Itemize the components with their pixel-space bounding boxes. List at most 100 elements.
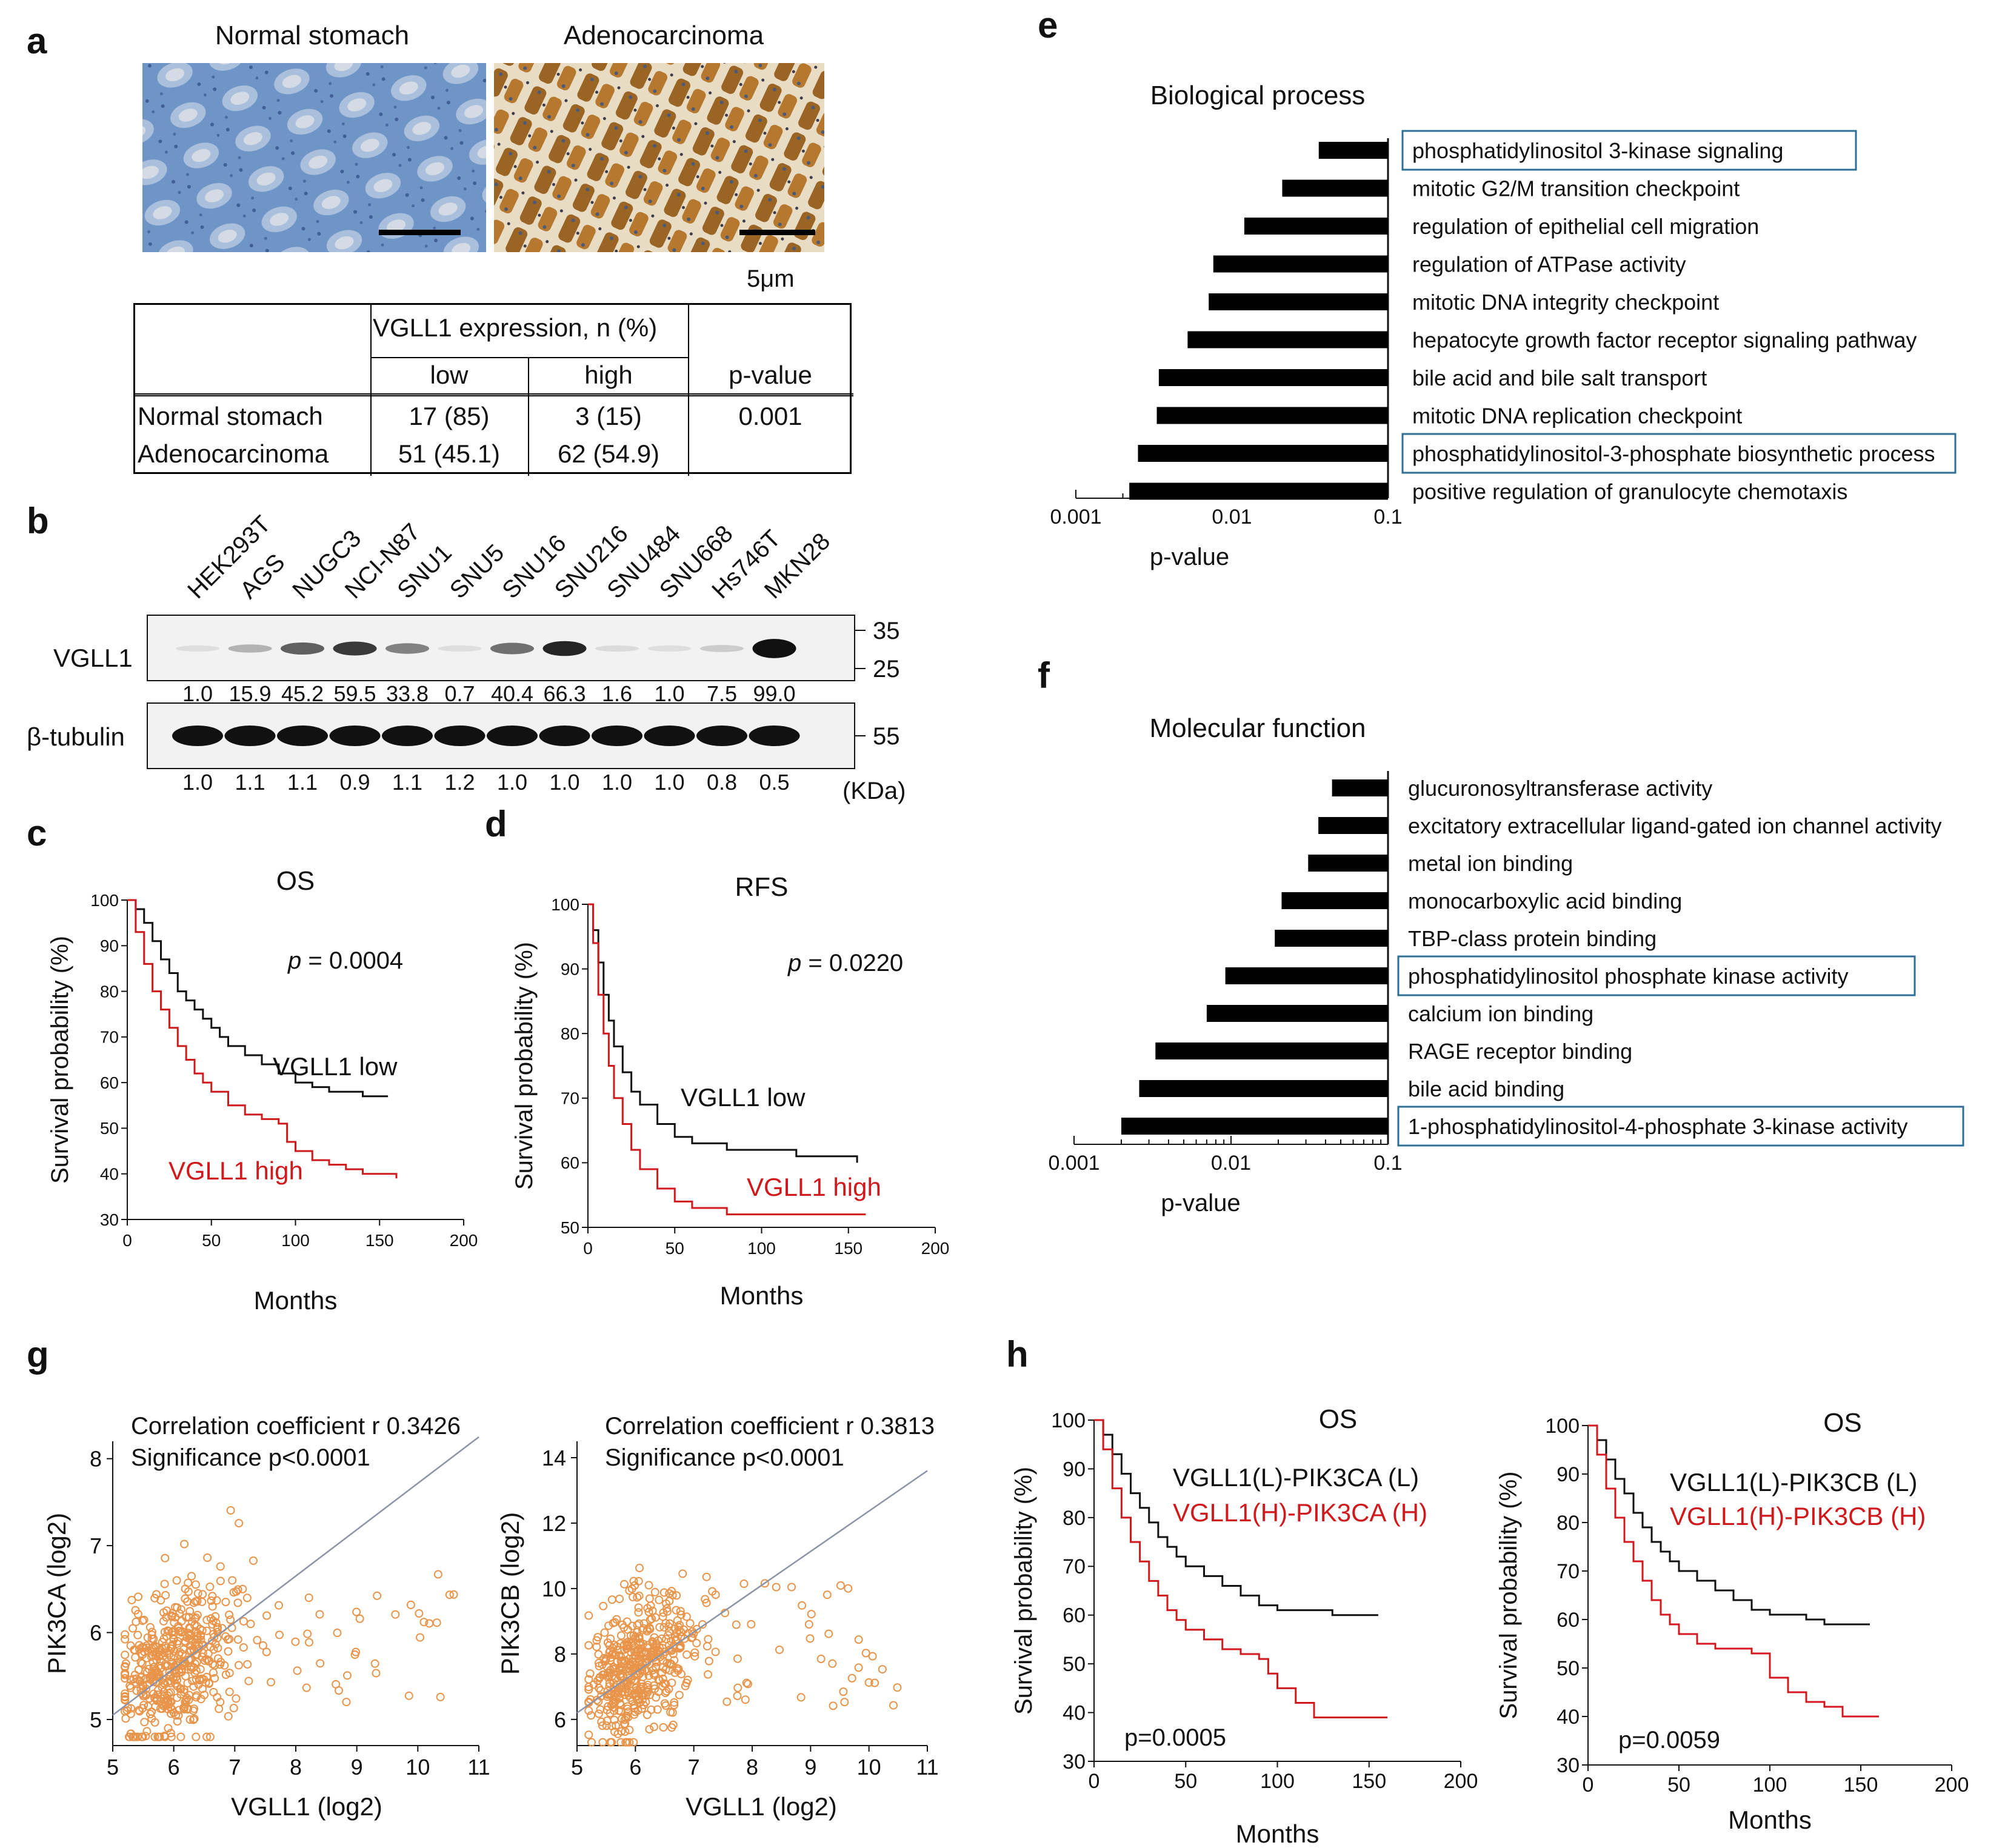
scatter-point	[316, 1659, 325, 1668]
scatter-point	[760, 1579, 769, 1588]
scatter-point	[229, 1704, 238, 1713]
scatter-point	[333, 1629, 342, 1638]
scatter-point	[181, 1672, 190, 1681]
scatter-point	[604, 1702, 613, 1711]
scatter-point	[155, 1646, 164, 1655]
bar-category-label: bile acid and bile salt transport	[1412, 365, 1707, 390]
tubulin-band	[434, 726, 485, 746]
scatter-point	[742, 1678, 751, 1687]
scatter-point	[732, 1620, 741, 1629]
normal-stomach-ihc-image	[142, 63, 486, 252]
scatter-point	[840, 1698, 849, 1707]
scatter-point	[125, 1732, 134, 1741]
mw-marker-label: 35	[873, 618, 900, 644]
scatter-point	[293, 1666, 302, 1675]
scatter-point	[224, 1712, 233, 1721]
scatter-point	[185, 1647, 194, 1656]
scatter-point	[625, 1726, 634, 1735]
scatter-point	[173, 1693, 182, 1702]
bar	[1138, 445, 1388, 462]
scatter-point	[184, 1578, 193, 1587]
scatter-point	[391, 1610, 400, 1619]
mw-unit-label: (KDa)	[843, 778, 906, 804]
scatter-point	[639, 1640, 648, 1649]
tubulin-band	[172, 726, 223, 746]
scatter-point	[159, 1692, 169, 1701]
scatter-point	[828, 1659, 837, 1668]
x-tick-label: 10	[857, 1755, 881, 1780]
scatter-point	[632, 1676, 641, 1686]
survival-curve-high	[1588, 1424, 1879, 1718]
legend-series-high: VGLL1(H)-PIK3CA (H)	[1173, 1498, 1427, 1527]
y-tick-label: 100	[1051, 1409, 1086, 1432]
scatter-point	[145, 1623, 155, 1632]
scatter-point	[208, 1592, 217, 1601]
scatter-point	[822, 1590, 832, 1599]
scatter-point	[634, 1603, 643, 1612]
vgll1-quant-value: 15.9	[229, 681, 271, 706]
scatter-point	[183, 1679, 192, 1688]
scatter-point	[162, 1606, 172, 1615]
scatter-point	[166, 1653, 175, 1662]
scatter-point	[615, 1694, 624, 1703]
y-tick-label: 60	[100, 1073, 119, 1092]
table-cell: 3 (15)	[575, 402, 642, 430]
bar-category-label: regulation of ATPase activity	[1412, 252, 1686, 277]
cell-line-label: SNU5	[445, 539, 510, 604]
bar-category-label: phosphatidylinositol phosphate kinase ac…	[1408, 964, 1848, 989]
bar	[1244, 218, 1388, 235]
scatter-point	[134, 1592, 143, 1601]
scatter-point	[228, 1576, 237, 1585]
scatter-point	[193, 1597, 202, 1606]
p-value-annotation: p = 0.0004	[287, 947, 403, 974]
scatter-point	[616, 1631, 626, 1640]
scatter-point	[155, 1732, 164, 1741]
legend-vgll1-high: VGLL1 high	[169, 1156, 303, 1185]
scatter-point	[642, 1683, 652, 1692]
scatter-point	[645, 1594, 654, 1603]
scatter-point	[121, 1689, 130, 1698]
scatter-point	[133, 1630, 142, 1640]
x-tick-label: 100	[747, 1239, 776, 1258]
scatter-point	[893, 1683, 902, 1692]
scatter-point	[208, 1602, 217, 1611]
scatter-point	[614, 1651, 623, 1660]
y-axis-label: Survival probability (%)	[511, 942, 538, 1190]
scatter-point	[675, 1690, 684, 1700]
scatter-point	[667, 1636, 676, 1646]
bar-category-label: phosphatidylinositol 3-kinase signaling	[1412, 138, 1783, 163]
y-tick-label: 50	[1063, 1653, 1086, 1676]
tubulin-band	[382, 726, 433, 746]
scatter-point	[584, 1730, 593, 1740]
vgll1-quant-value: 7.5	[707, 681, 737, 706]
scatter-point	[151, 1668, 160, 1677]
bar	[1213, 255, 1388, 273]
vgll1-quant-value: 0.7	[444, 681, 475, 706]
scatter-point	[342, 1671, 352, 1680]
scatter-point	[739, 1579, 749, 1589]
scatter-point	[184, 1587, 193, 1596]
vgll1-band	[647, 645, 692, 652]
y-tick-label: 40	[100, 1165, 119, 1184]
chart-title: RFS	[735, 872, 789, 902]
x-tick-label: 8	[290, 1755, 302, 1780]
scatter-point	[184, 1629, 193, 1638]
scatter-point	[634, 1633, 643, 1643]
scatter-point	[672, 1606, 681, 1615]
scatter-point	[630, 1651, 639, 1660]
scatter-point	[616, 1661, 626, 1670]
scatter-point	[203, 1553, 212, 1563]
scatter-point	[670, 1698, 679, 1707]
scatter-point	[609, 1649, 618, 1658]
table-col-low: low	[430, 361, 469, 389]
scatter-point	[610, 1727, 619, 1736]
y-tick-label: 70	[1063, 1555, 1086, 1578]
legend-vgll1-low: VGLL1 low	[273, 1052, 398, 1081]
scatter-point	[419, 1618, 429, 1627]
scatter-point	[655, 1623, 664, 1632]
panel-h-letter: h	[1006, 1334, 1029, 1375]
scatter-point	[178, 1627, 187, 1636]
scatter-point	[131, 1653, 140, 1662]
scatter-point	[653, 1705, 662, 1714]
scatter-point	[210, 1661, 219, 1670]
